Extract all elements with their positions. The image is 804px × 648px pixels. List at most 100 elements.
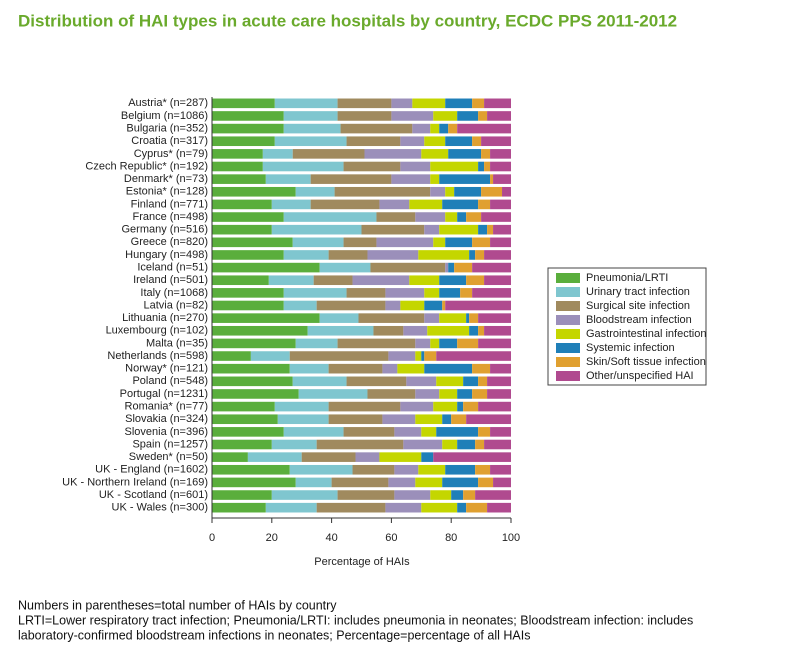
bar-segment xyxy=(289,351,389,361)
bar-segment xyxy=(442,414,452,425)
bar-segment xyxy=(212,464,290,475)
bar-segment xyxy=(469,250,476,260)
bar-segment xyxy=(352,464,395,475)
bar-segment xyxy=(430,490,452,500)
y-tick-label: UK - Wales (n=300) xyxy=(112,502,209,514)
bar-segment xyxy=(212,224,272,235)
x-tick-label: 40 xyxy=(325,532,337,544)
footnote: LRTI=Lower respiratory tract infection; … xyxy=(18,613,693,627)
bar-segment xyxy=(412,123,431,134)
bar-segment xyxy=(457,401,464,412)
bar-segment xyxy=(406,376,437,387)
legend-swatch xyxy=(556,273,580,283)
bar-segment xyxy=(212,161,263,172)
bar-segment xyxy=(466,414,511,425)
y-tick-label: Austria* (n=287) xyxy=(128,97,208,109)
bar-segment xyxy=(478,401,511,412)
bar-segment xyxy=(319,262,371,273)
bar-segment xyxy=(433,452,511,462)
bar-segment xyxy=(355,452,380,462)
y-tick-label: Italy (n=1068) xyxy=(140,287,208,299)
bar-segment xyxy=(400,136,425,147)
bar-segment xyxy=(283,250,329,260)
bar-segment xyxy=(271,439,317,450)
bar-segment xyxy=(439,389,458,399)
bar-segment xyxy=(439,275,467,286)
bar-segment xyxy=(418,464,446,475)
bar-segment xyxy=(448,149,482,159)
bar-segment xyxy=(283,288,347,298)
bar-segment xyxy=(478,161,485,172)
bar-segment xyxy=(346,376,407,387)
bar-segment xyxy=(385,300,401,311)
bar-segment xyxy=(310,199,380,210)
bar-segment xyxy=(478,111,488,121)
bar-segment xyxy=(212,288,284,298)
bar-segment xyxy=(409,199,443,210)
bar-segment xyxy=(430,174,440,184)
legend-label: Urinary tract infection xyxy=(586,286,690,298)
y-tick-label: Czech Republic* (n=192) xyxy=(85,160,208,172)
bar-segment xyxy=(469,325,479,336)
bar-segment xyxy=(382,363,398,374)
bar-segment xyxy=(427,325,470,336)
bar-segment xyxy=(292,376,347,387)
y-tick-label: UK - Northern Ireland (n=169) xyxy=(62,476,208,488)
legend-label: Bloodstream infection xyxy=(586,314,692,326)
bar-segment xyxy=(457,123,511,134)
bar-segment xyxy=(433,401,458,412)
footnote: Numbers in parentheses=total number of H… xyxy=(18,598,337,612)
footnote: laboratory-confirmed bloodstream infecti… xyxy=(18,628,530,642)
bar-segment xyxy=(424,136,446,147)
y-tick-label: Bulgaria (n=352) xyxy=(126,122,208,134)
bar-segment xyxy=(487,376,511,387)
bar-segment xyxy=(292,149,365,159)
bar-segment xyxy=(457,338,479,349)
bar-segment xyxy=(445,300,511,311)
bar-segment xyxy=(340,123,413,134)
bar-segment xyxy=(328,401,401,412)
bar-segment xyxy=(493,224,511,235)
y-tick-label: Greece (n=820) xyxy=(131,236,208,248)
y-tick-label: Lithuania (n=270) xyxy=(122,312,208,324)
bar-segment xyxy=(265,174,311,184)
bar-segment xyxy=(442,199,479,210)
bar-segment xyxy=(212,477,296,488)
bar-segment xyxy=(212,414,278,425)
bar-segment xyxy=(475,250,485,260)
bar-segment xyxy=(212,338,296,349)
bar-segment xyxy=(439,313,467,323)
bar-segment xyxy=(472,98,485,109)
bar-segment xyxy=(472,363,491,374)
bar-segment xyxy=(295,477,332,488)
bar-segment xyxy=(439,224,479,235)
bar-segment xyxy=(487,111,511,121)
bar-segment xyxy=(484,439,511,450)
bar-segment xyxy=(451,490,464,500)
bar-segment xyxy=(283,123,341,134)
bar-segment xyxy=(484,98,511,109)
bar-segment xyxy=(358,313,425,323)
bar-segment xyxy=(424,300,443,311)
bar-segment xyxy=(415,351,422,361)
bar-segment xyxy=(394,427,422,437)
bar-segment xyxy=(490,161,511,172)
y-tick-label: Latvia (n=82) xyxy=(143,299,208,311)
bar-segment xyxy=(262,161,344,172)
bar-segment xyxy=(388,477,416,488)
legend-swatch xyxy=(556,329,580,339)
bar-segment xyxy=(212,401,275,412)
x-tick-label: 100 xyxy=(502,532,520,544)
bar-segment xyxy=(212,376,293,387)
bar-segment xyxy=(334,186,431,197)
bar-segment xyxy=(457,212,467,222)
y-tick-label: Malta (n=35) xyxy=(146,337,208,349)
bar-segment xyxy=(337,338,416,349)
bar-segment xyxy=(484,275,511,286)
bar-segment xyxy=(421,351,425,361)
bar-segment xyxy=(313,275,353,286)
bar-segment xyxy=(319,313,359,323)
bar-segment xyxy=(445,98,473,109)
y-tick-label: Germany (n=516) xyxy=(121,224,208,236)
